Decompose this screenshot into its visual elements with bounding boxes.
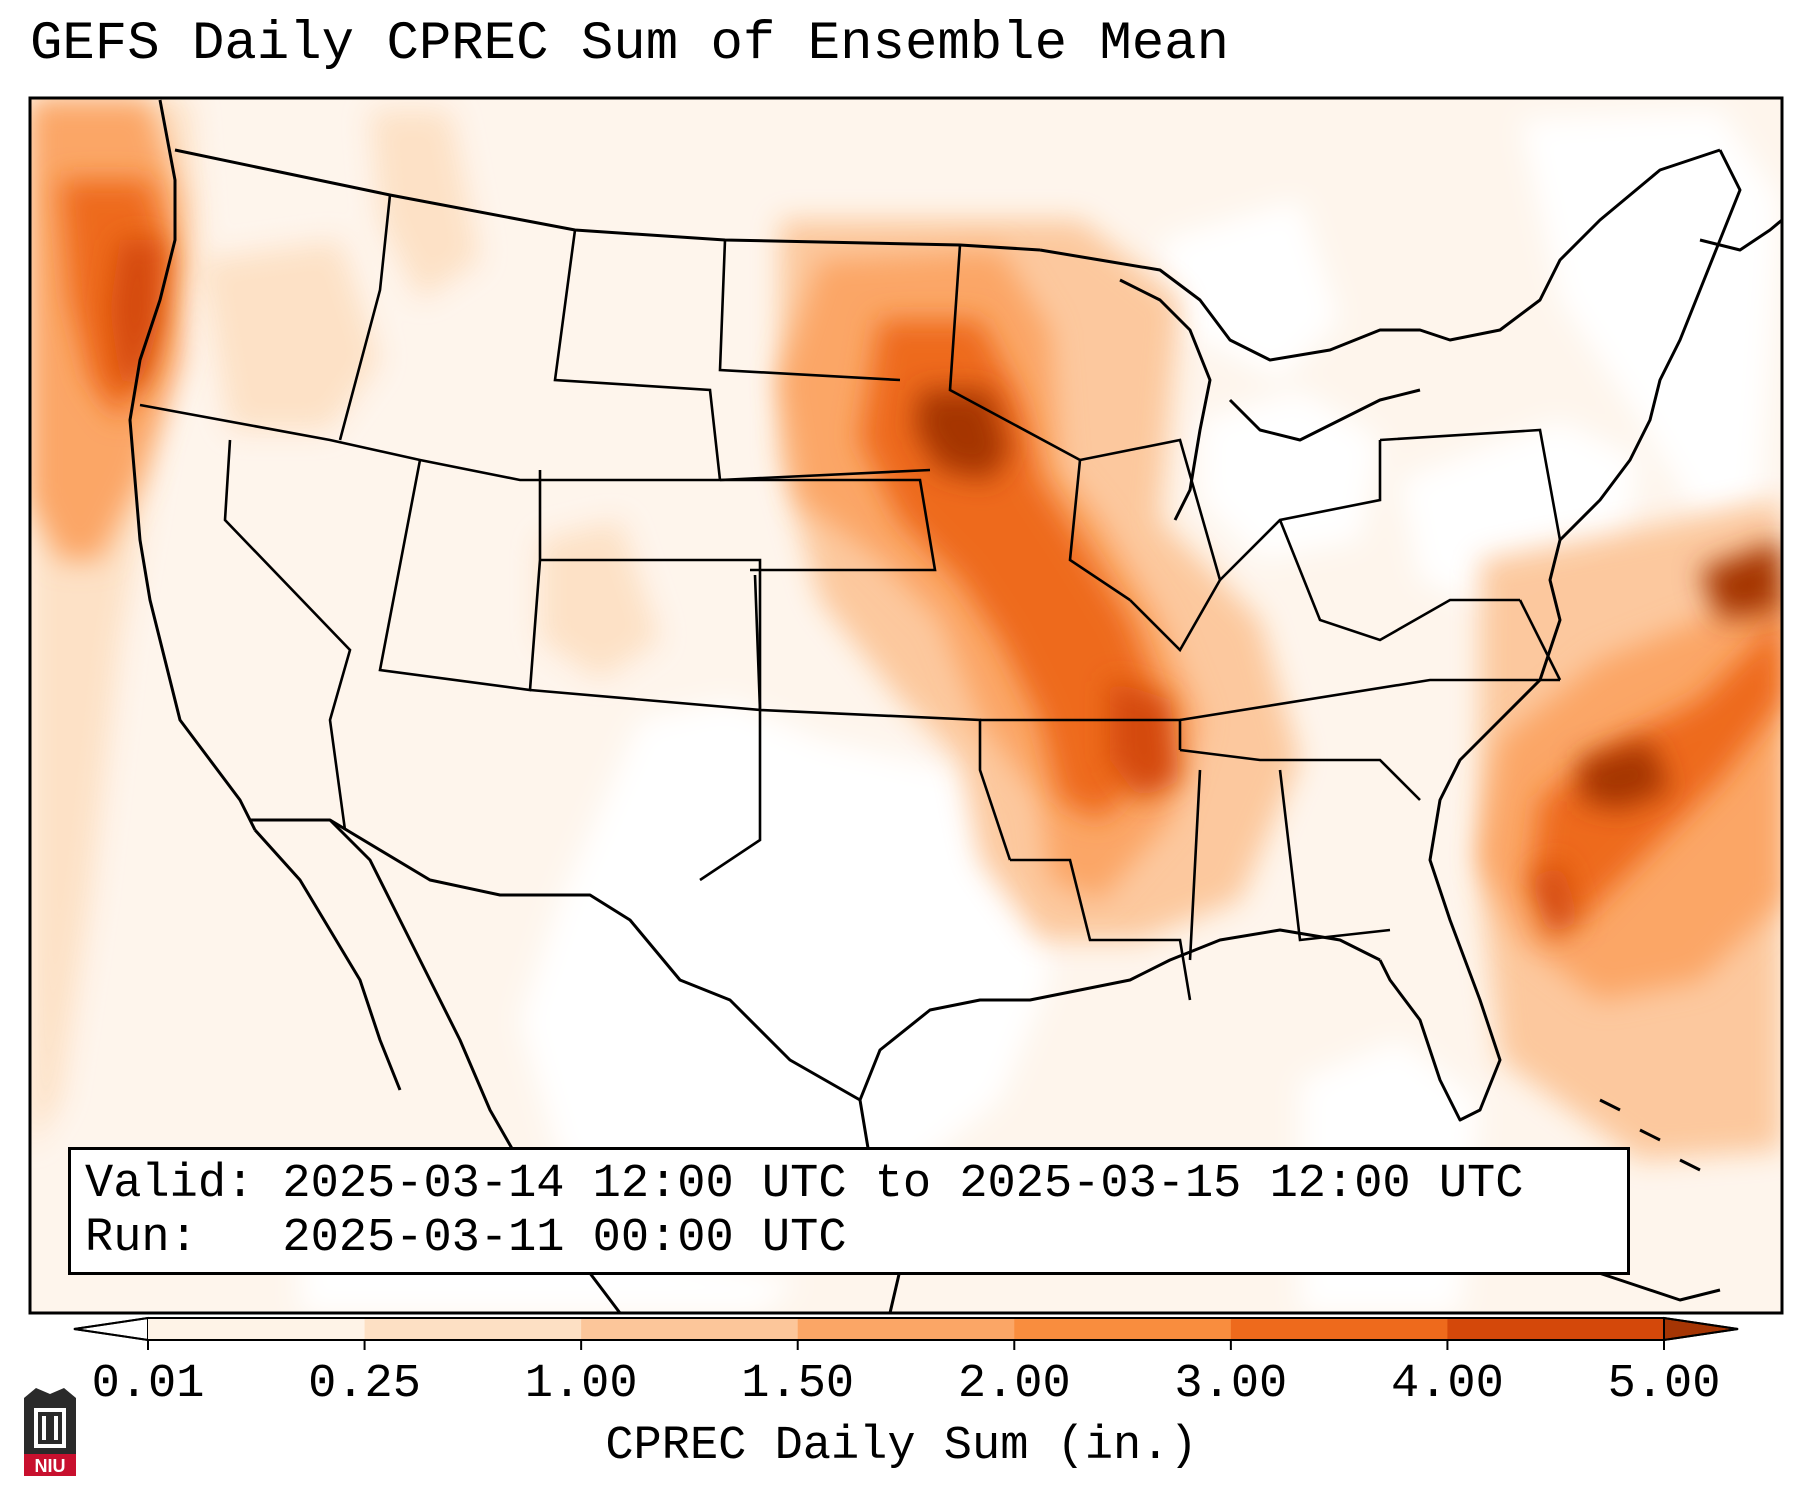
colorbar-min-arrow [73, 1316, 149, 1342]
colorbar-tick-label: 4.00 [1391, 1358, 1504, 1411]
valid-info-box: Valid: 2025-03-14 12:00 UTC to 2025-03-1… [68, 1147, 1630, 1275]
colorbar [73, 1316, 1739, 1350]
niu-logo-icon: NIU [24, 1388, 76, 1476]
map-frame [28, 96, 1784, 1315]
colorbar-tick-label: 2.00 [957, 1358, 1071, 1411]
map-title: GEFS Daily CPREC Sum of Ensemble Mean [30, 14, 1229, 75]
colorbar-tick-label: 1.50 [741, 1358, 855, 1411]
colorbar-segment [1014, 1318, 1232, 1340]
colorbar-segment [1230, 1318, 1448, 1340]
colorbar-tick-label: 0.01 [91, 1358, 205, 1411]
colorbar-segment [148, 1318, 366, 1340]
run-time-text: Run: 2025-03-11 00:00 UTC [85, 1212, 847, 1265]
colorbar-tick-label: 3.00 [1174, 1358, 1288, 1411]
colorbar-segment [364, 1318, 582, 1340]
precipitation-field [30, 98, 1782, 1313]
colorbar-segment [797, 1318, 1015, 1340]
colorbar-tick-label: 5.00 [1607, 1358, 1721, 1411]
state-borders [139, 194, 1562, 1001]
colorbar-segment [1447, 1318, 1665, 1340]
colorbar-label: CPREC Daily Sum (in.) [605, 1420, 1198, 1473]
colorbar-tick-label: 0.25 [308, 1358, 421, 1411]
colorbar-segment [581, 1318, 799, 1340]
niu-logo-text: NIU [35, 1456, 66, 1476]
colorbar-max-arrow [1663, 1316, 1739, 1342]
colorbar-tick-label: 1.00 [524, 1358, 638, 1411]
valid-time-text: Valid: 2025-03-14 12:00 UTC to 2025-03-1… [85, 1158, 1524, 1211]
coastlines-borders [128, 99, 1782, 1313]
